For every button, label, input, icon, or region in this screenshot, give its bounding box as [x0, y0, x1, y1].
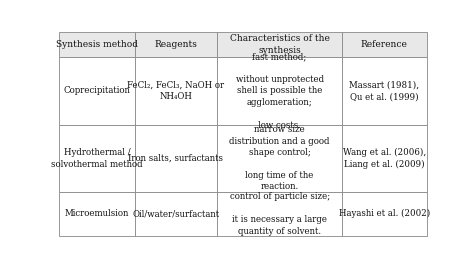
Bar: [217, 125, 342, 192]
Text: Hydrothermal /
solvothermal method: Hydrothermal / solvothermal method: [51, 148, 143, 169]
Text: narrow size
distribution and a good
shape control;

long time of the
reaction.: narrow size distribution and a good shap…: [229, 125, 330, 191]
Bar: [342, 32, 427, 57]
Bar: [342, 192, 427, 236]
Bar: [217, 57, 342, 125]
Bar: [59, 125, 135, 192]
Text: FeCl₂, FeCl₃, NaOH or
NH₄OH: FeCl₂, FeCl₃, NaOH or NH₄OH: [128, 81, 225, 101]
Bar: [217, 32, 342, 57]
Text: Reagents: Reagents: [155, 40, 197, 49]
Bar: [59, 192, 135, 236]
Text: Reference: Reference: [361, 40, 408, 49]
Text: Iron salts, surfactants: Iron salts, surfactants: [128, 154, 223, 163]
Text: Hayashi et al. (2002): Hayashi et al. (2002): [339, 209, 430, 218]
Bar: [135, 125, 217, 192]
Text: fast method;

without unprotected
shell is possible the
agglomeration;

low cost: fast method; without unprotected shell i…: [236, 52, 324, 130]
Bar: [342, 125, 427, 192]
Bar: [217, 192, 342, 236]
Text: Massart (1981),
Qu et al. (1999): Massart (1981), Qu et al. (1999): [349, 81, 419, 101]
Bar: [135, 192, 217, 236]
Text: control of particle size;

it is necessary a large
quantity of solvent.: control of particle size; it is necessar…: [229, 192, 330, 236]
Bar: [135, 57, 217, 125]
Bar: [342, 57, 427, 125]
Text: Microemulsion: Microemulsion: [65, 209, 129, 218]
Bar: [135, 32, 217, 57]
Bar: [59, 57, 135, 125]
Bar: [59, 32, 135, 57]
Text: Coprecipitation: Coprecipitation: [64, 86, 130, 95]
Text: Wang et al. (2006),
Liang et al. (2009): Wang et al. (2006), Liang et al. (2009): [343, 148, 426, 169]
Text: Synthesis method: Synthesis method: [56, 40, 138, 49]
Text: Characteristics of the
synthesis: Characteristics of the synthesis: [230, 34, 329, 55]
Text: Oil/water/surfactant: Oil/water/surfactant: [132, 209, 219, 218]
